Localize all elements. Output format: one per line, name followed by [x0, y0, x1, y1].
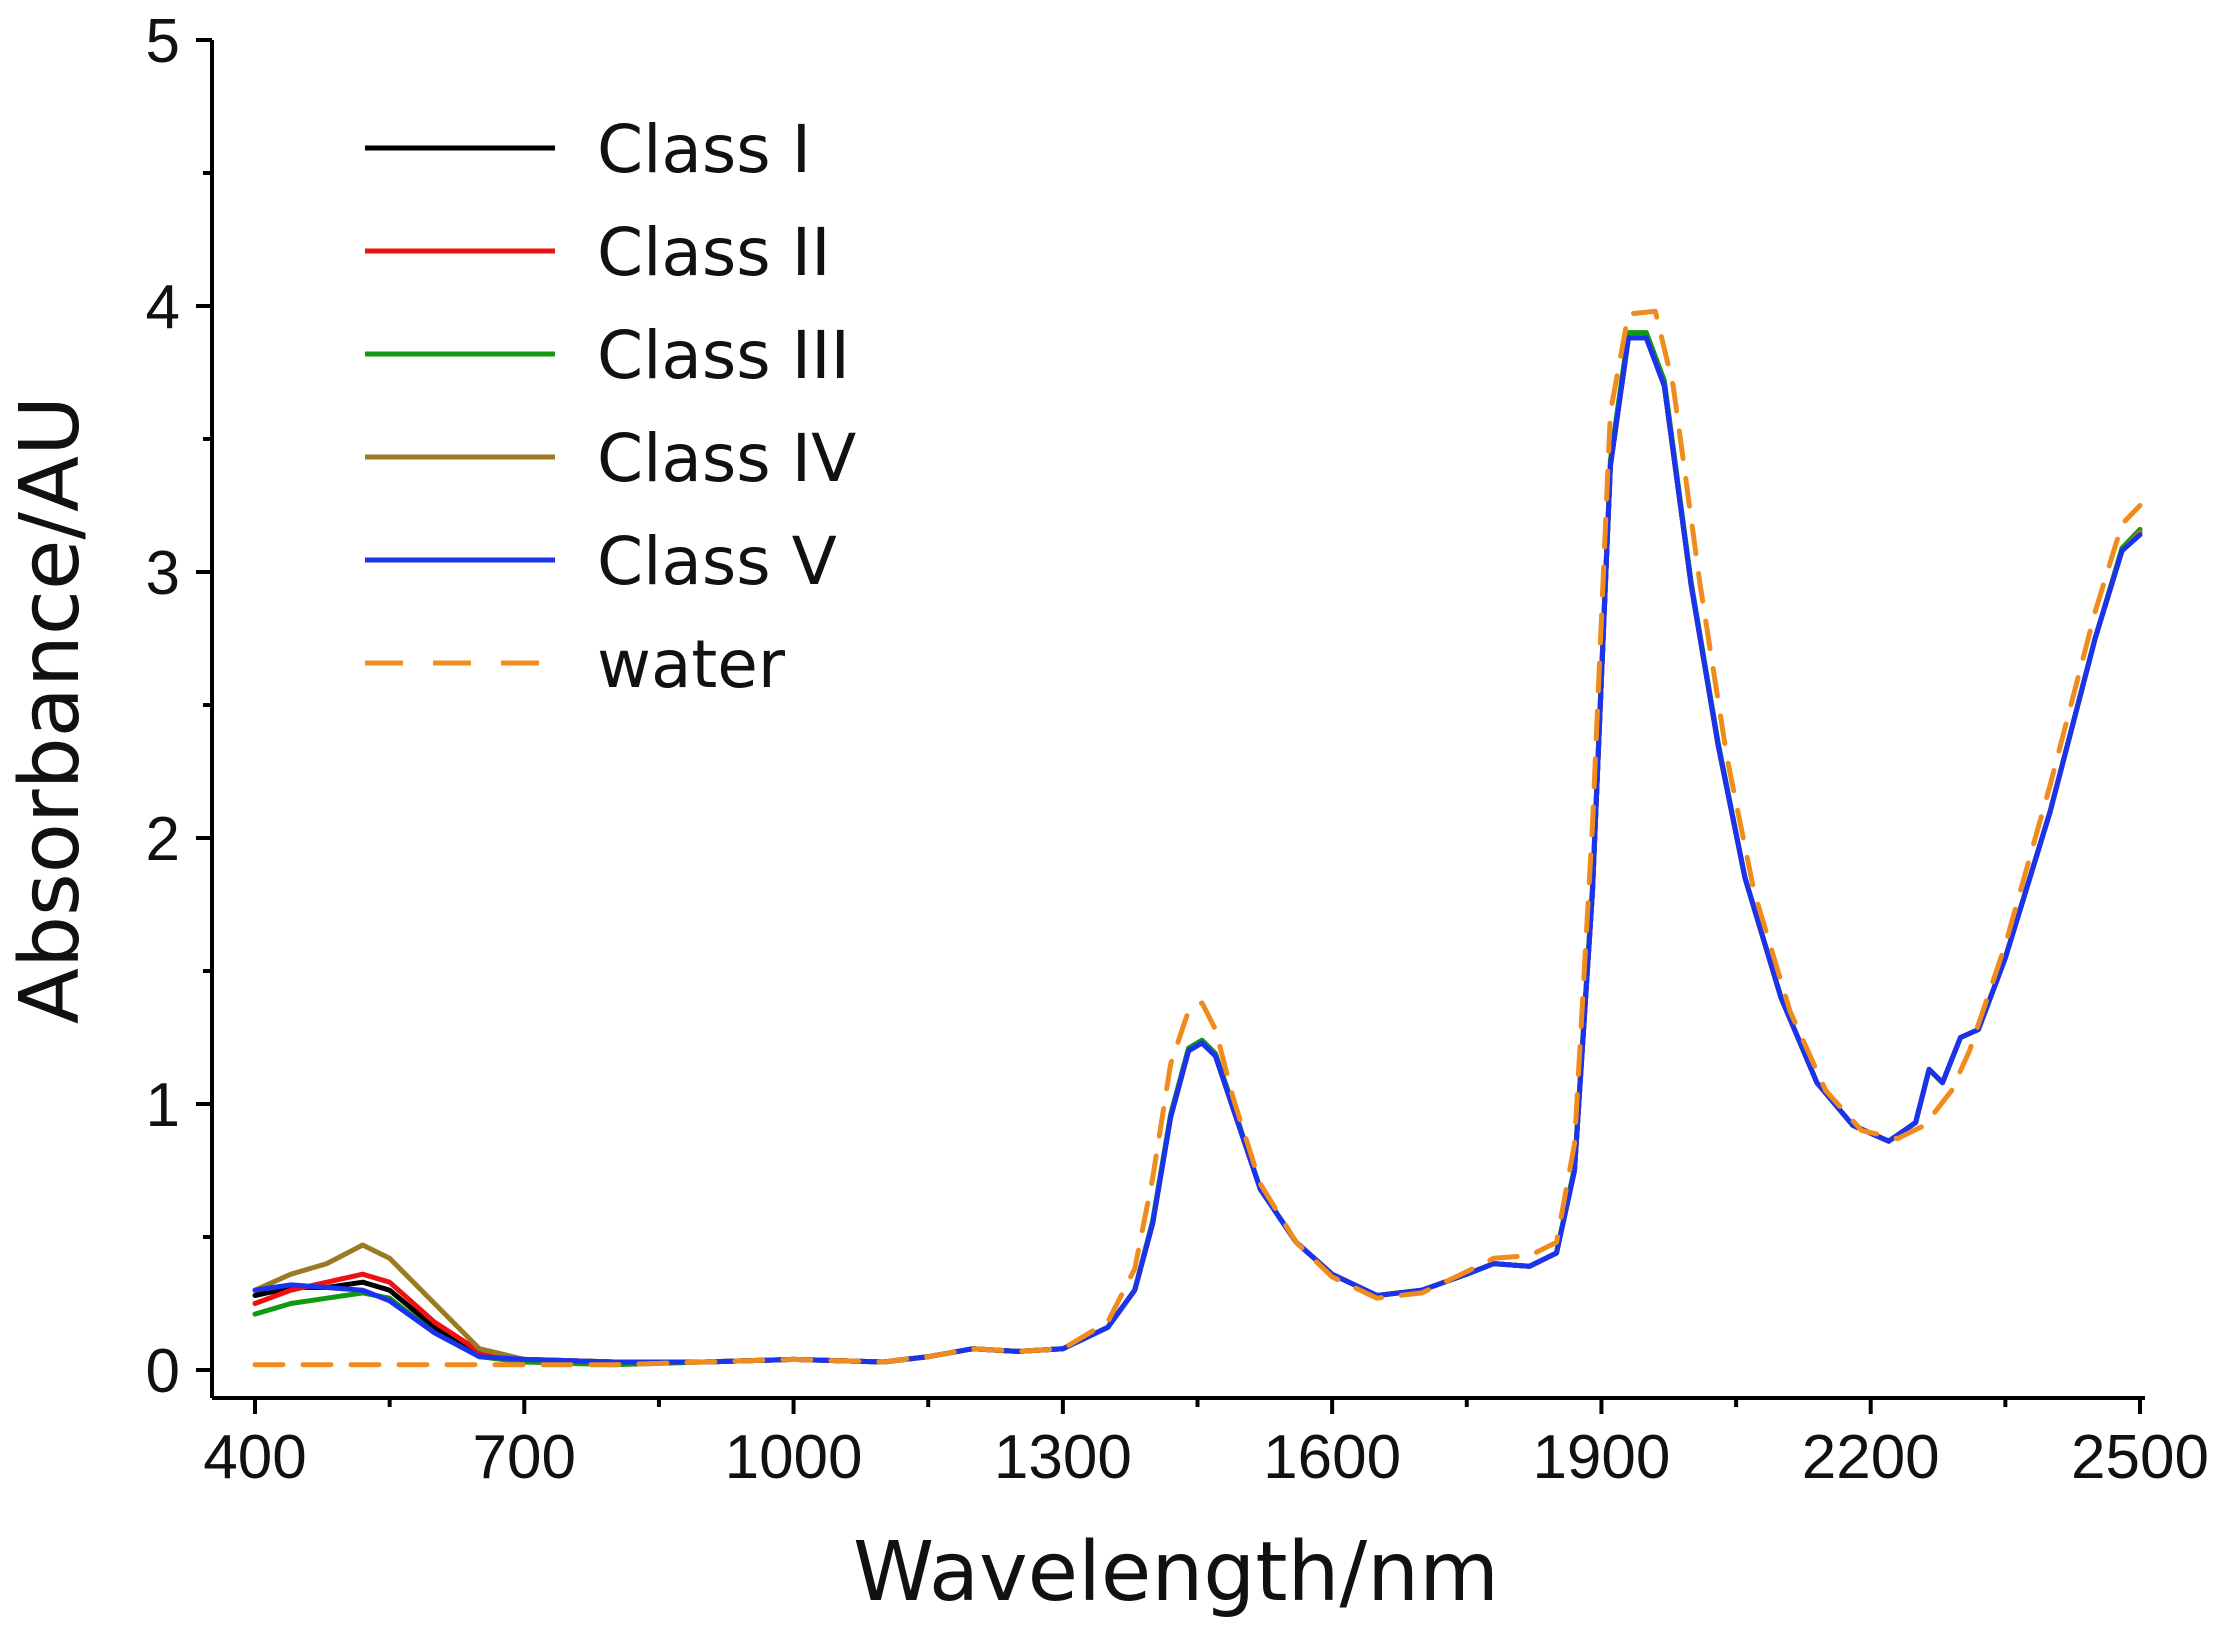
legend-label: Class V — [597, 523, 837, 600]
series-line-class-iii — [252, 330, 2143, 1368]
y-tick-label: 3 — [146, 539, 180, 608]
series-line-class-iv — [252, 335, 2143, 1365]
x-tick-label: 1600 — [1263, 1423, 1401, 1492]
series-line-class-v — [252, 335, 2143, 1365]
axes-layer — [210, 40, 2145, 1400]
y-tick-label: 5 — [146, 7, 180, 76]
x-tick-label: 400 — [203, 1423, 306, 1492]
x-tick-label: 1900 — [1532, 1423, 1670, 1492]
series-layer — [252, 308, 2143, 1368]
x-tick-label: 700 — [473, 1423, 576, 1492]
series-line-water — [252, 308, 2143, 1368]
y-tick-label: 1 — [146, 1071, 180, 1140]
x-tick-label: 1000 — [725, 1423, 863, 1492]
y-tick-label: 4 — [146, 273, 180, 342]
legend-label: Class II — [597, 214, 831, 291]
y-tick-label: 2 — [146, 805, 180, 874]
x-ticks: 400 700 1000 1300 1600 1900 2200 2500 — [203, 1398, 2209, 1492]
series-line-class-ii — [252, 335, 2143, 1365]
x-tick-label: 2200 — [1802, 1423, 1940, 1492]
x-tick-label: 2500 — [2071, 1423, 2209, 1492]
y-tick-label: 0 — [146, 1337, 180, 1406]
legend-label: water — [597, 626, 786, 703]
y-ticks: 0 1 2 3 4 5 — [146, 7, 212, 1406]
series-line-class-i — [252, 335, 2143, 1365]
legend-label: Class IV — [597, 420, 856, 497]
x-axis-title: Wavelength/nm — [853, 1525, 1499, 1620]
legend: Class I Class II Class III Class IV Class V w… — [365, 111, 856, 703]
y-axis-title: Absorbance/AU — [3, 396, 98, 1024]
legend-label: Class I — [597, 111, 811, 188]
legend-label: Class III — [597, 317, 850, 394]
x-tick-label: 1300 — [994, 1423, 1132, 1492]
